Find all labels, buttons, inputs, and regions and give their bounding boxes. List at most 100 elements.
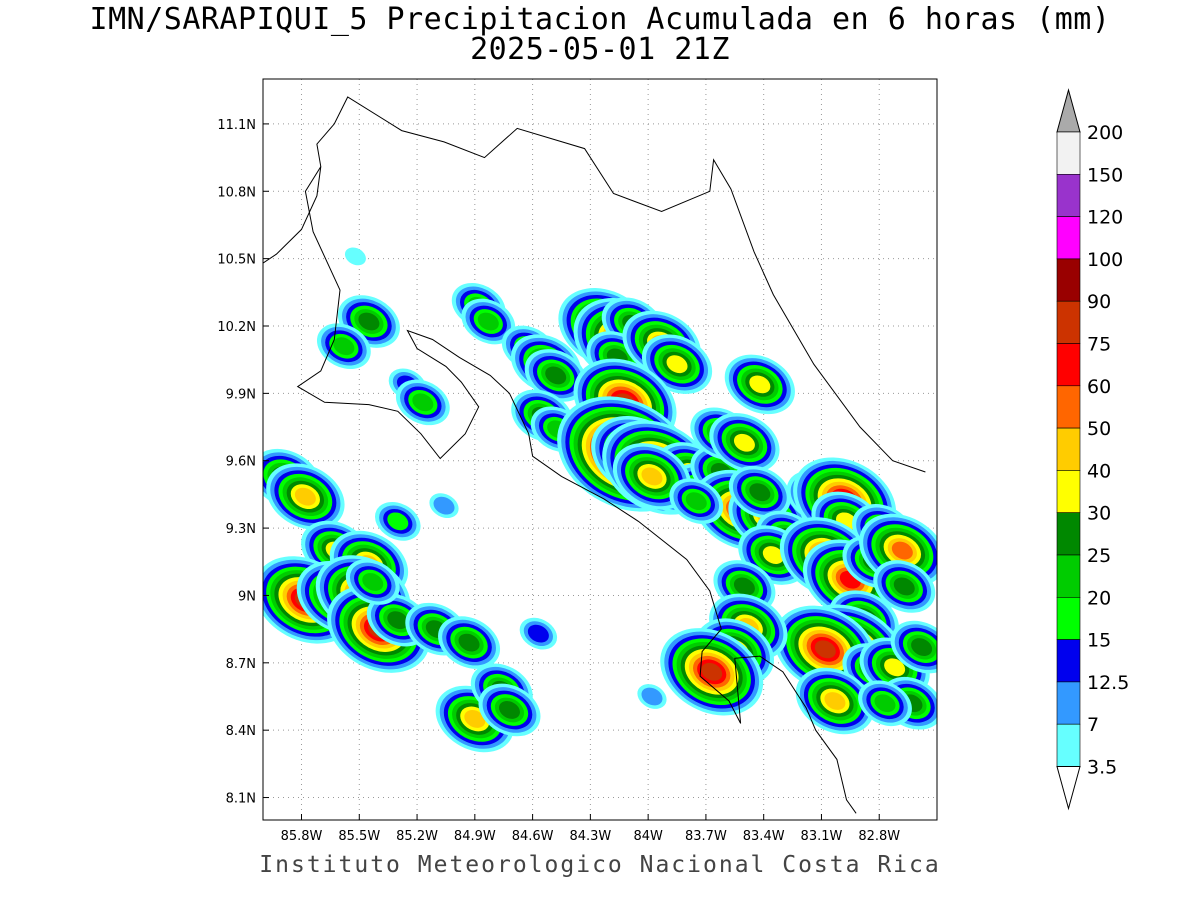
precip-cell bbox=[429, 493, 459, 519]
colorbar-label: 12.5 bbox=[1087, 672, 1129, 694]
lat-tick-label: 10.5N bbox=[217, 253, 256, 268]
lat-tick-label: 8.4N bbox=[226, 724, 256, 739]
lon-tick-label: 84W bbox=[633, 829, 663, 844]
precip-cell bbox=[461, 298, 516, 345]
colorbar-label: 60 bbox=[1087, 376, 1111, 398]
precip-cell bbox=[374, 502, 421, 541]
precip-contour bbox=[814, 640, 836, 659]
colorbar-swatch bbox=[1056, 385, 1081, 429]
colorbar-label: 200 bbox=[1087, 122, 1123, 144]
precip-cell bbox=[669, 478, 724, 524]
footer-credit: Instituto Meteorologico Nacional Costa R… bbox=[259, 852, 941, 878]
colorbar-swatch bbox=[1056, 554, 1081, 598]
colorbar-label: 3.5 bbox=[1087, 757, 1117, 779]
precip-contour bbox=[884, 658, 906, 677]
colorbar-swatch bbox=[1056, 216, 1081, 260]
lat-tick-label: 9.6N bbox=[226, 455, 256, 470]
lon-tick-label: 84.3W bbox=[569, 829, 611, 844]
colorbar-label: 150 bbox=[1087, 164, 1123, 186]
precip-cell bbox=[612, 443, 692, 510]
precip-contour bbox=[387, 512, 409, 531]
precip-cell bbox=[890, 620, 937, 674]
precip-contour bbox=[733, 433, 755, 452]
precip-contour bbox=[358, 312, 380, 331]
colorbar-bottom-arrow bbox=[1056, 766, 1081, 811]
precip-contour bbox=[666, 355, 688, 374]
lon-tick-label: 83.4W bbox=[743, 829, 785, 844]
lat-tick-label: 9.9N bbox=[226, 387, 256, 402]
precip-contour bbox=[362, 573, 384, 591]
precip-contour bbox=[464, 710, 486, 728]
colorbar-swatch bbox=[1056, 131, 1081, 175]
precip-contour bbox=[701, 662, 723, 681]
precip-contour bbox=[527, 624, 549, 643]
colorbar-swatch bbox=[1056, 343, 1081, 387]
precip-contour bbox=[333, 337, 355, 356]
precip-cell bbox=[438, 616, 501, 669]
precip-contour bbox=[641, 687, 663, 706]
colorbar-legend: 3.5 7 12.5 15 20 25 30 40 50 60 75 90 100 120 150 200 bbox=[1056, 88, 1129, 811]
colorbar-label: 100 bbox=[1087, 249, 1123, 271]
precip-contour bbox=[749, 483, 771, 502]
lon-tick-label: 85.5W bbox=[338, 829, 380, 844]
map-title: IMN/SARAPIQUI_5 Precipitacion Acumulada … bbox=[89, 2, 1111, 37]
lon-tick-label: 84.9W bbox=[454, 829, 496, 844]
precipitation-field bbox=[263, 247, 937, 753]
coastline bbox=[296, 166, 857, 814]
precip-cell bbox=[858, 680, 912, 727]
coastlines bbox=[263, 96, 926, 814]
precip-contour bbox=[891, 541, 913, 560]
colorbar-swatch bbox=[1056, 258, 1081, 302]
lat-tick-label: 11.1N bbox=[217, 118, 256, 133]
precip-contour bbox=[824, 692, 846, 710]
colorbar-swatch bbox=[1056, 723, 1081, 767]
precip-cell bbox=[524, 349, 587, 402]
precip-cell bbox=[637, 684, 667, 709]
colorbar-label: 40 bbox=[1087, 460, 1111, 482]
lat-tick-label: 9.3N bbox=[226, 522, 256, 537]
colorbar-swatch bbox=[1056, 596, 1081, 640]
precip-cell bbox=[873, 560, 936, 613]
precip-cell bbox=[724, 354, 795, 415]
lon-tick-label: 85.2W bbox=[396, 829, 438, 844]
lat-tick-label: 10.2N bbox=[217, 320, 256, 335]
colorbar-label: 50 bbox=[1087, 418, 1111, 440]
lat-tick-label: 9N bbox=[238, 589, 256, 604]
lon-tick-label: 84.6W bbox=[512, 829, 554, 844]
lat-tick-label: 8.7N bbox=[226, 657, 256, 672]
precip-cell bbox=[660, 628, 764, 716]
lon-tick-label: 83.7W bbox=[685, 829, 727, 844]
precip-contour bbox=[762, 546, 784, 564]
precip-cell bbox=[795, 667, 875, 735]
precip-contour bbox=[498, 701, 520, 719]
colorbar-label: 90 bbox=[1087, 291, 1111, 313]
lon-tick-label: 82.8W bbox=[858, 829, 900, 844]
precip-contour bbox=[911, 638, 933, 657]
precip-contour bbox=[733, 577, 755, 596]
precip-cell bbox=[709, 412, 780, 473]
precip-cell bbox=[344, 247, 366, 266]
colorbar-label: 75 bbox=[1087, 334, 1111, 356]
precip-cell bbox=[728, 465, 791, 519]
precip-contour bbox=[412, 393, 434, 412]
precip-contour bbox=[387, 611, 409, 630]
precip-cell bbox=[266, 463, 345, 530]
colorbar-label: 20 bbox=[1087, 587, 1111, 609]
precip-contour bbox=[641, 467, 663, 486]
colorbar-swatch bbox=[1056, 300, 1081, 344]
colorbar-swatch bbox=[1056, 681, 1081, 725]
lon-tick-label: 85.8W bbox=[281, 829, 323, 844]
precip-contour bbox=[294, 487, 316, 506]
precip-contour bbox=[433, 496, 455, 515]
colorbar-top-arrow bbox=[1056, 88, 1081, 133]
precip-cell bbox=[519, 617, 558, 650]
colorbar-swatch bbox=[1056, 427, 1081, 471]
colorbar-swatch bbox=[1056, 470, 1081, 513]
precip-cell bbox=[395, 379, 450, 426]
coastline bbox=[263, 96, 926, 473]
precip-contour bbox=[749, 375, 771, 394]
colorbar-label: 7 bbox=[1087, 714, 1099, 736]
colorbar-label: 30 bbox=[1087, 503, 1111, 525]
map-frame bbox=[262, 78, 938, 821]
